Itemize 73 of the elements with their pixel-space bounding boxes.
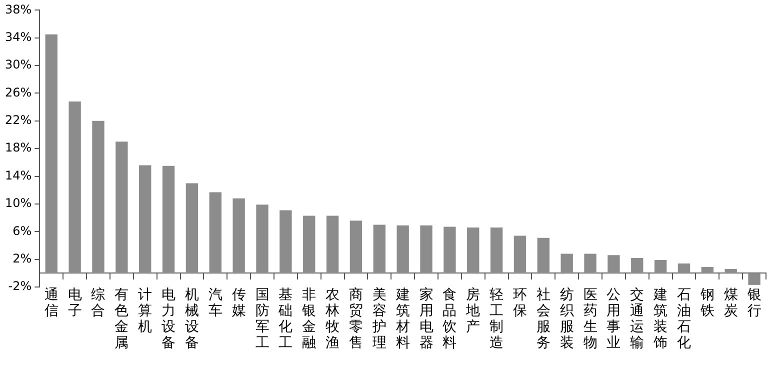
bar — [162, 166, 175, 274]
bar — [608, 255, 620, 274]
x-tick-label: 环保 — [512, 286, 527, 319]
bar — [139, 165, 152, 274]
x-tick-label: 家用电器 — [419, 286, 434, 352]
bar — [45, 34, 58, 274]
x-tick-label: 机械设备 — [184, 286, 199, 352]
x-tick-label: 纺织服装 — [560, 286, 574, 352]
y-tick-label: 18% — [5, 140, 32, 155]
bar — [514, 236, 526, 274]
bar — [280, 210, 292, 274]
x-tick-label: 医药生物 — [583, 286, 598, 352]
bar — [490, 227, 503, 274]
x-tick-label: 国防军工 — [255, 286, 270, 352]
x-tick-label: 电力设备 — [162, 286, 176, 352]
x-tick-label: 计算机 — [138, 286, 152, 336]
bar — [68, 102, 81, 274]
bar — [420, 225, 432, 274]
x-tick-label: 轻工制造 — [490, 286, 504, 352]
bar — [724, 269, 737, 274]
bar — [186, 183, 198, 274]
x-tick-label: 传媒 — [232, 286, 246, 319]
bar — [654, 260, 667, 274]
x-tick-label: 建筑装饰 — [652, 286, 668, 352]
bar — [373, 224, 386, 274]
x-tick-label: 通信 — [44, 286, 58, 319]
x-tick-label: 钢铁 — [699, 286, 714, 319]
bar — [116, 142, 128, 274]
bar — [678, 263, 690, 274]
bar — [748, 273, 760, 285]
x-tick-label: 食品饮料 — [442, 286, 457, 352]
x-tick-label: 社会服务 — [536, 286, 550, 352]
x-tick-label: 房地产 — [465, 286, 480, 336]
bar — [444, 226, 456, 274]
x-tick-label: 有色金属 — [114, 286, 129, 352]
y-tick-label: 10% — [5, 196, 32, 210]
bar — [631, 258, 644, 274]
bar — [537, 238, 550, 274]
x-tick-label: 基础化工 — [278, 286, 293, 352]
x-tick-label: 非银金融 — [301, 286, 316, 352]
x-tick-label: 煤炭 — [724, 286, 738, 319]
bar — [326, 216, 339, 274]
x-tick-label: 综合 — [91, 286, 106, 319]
y-tick-label: 14% — [5, 168, 32, 182]
x-tick-label: 交通运输 — [630, 286, 644, 352]
x-tick-label: 农林牧渔 — [324, 286, 340, 352]
bar — [584, 254, 596, 274]
x-tick-label: 石油石化 — [676, 286, 691, 352]
bar — [209, 192, 222, 274]
y-tick-label: 22% — [5, 113, 32, 128]
bar — [701, 266, 714, 274]
bar — [350, 220, 362, 274]
x-tick-label: 电子 — [68, 286, 82, 319]
bar — [467, 227, 480, 274]
x-tick-label: 公用事业 — [606, 286, 621, 352]
bar — [92, 120, 104, 274]
bar — [256, 204, 268, 274]
y-tick-label: -2% — [8, 279, 32, 294]
bar — [303, 216, 316, 274]
y-tick-label: 26% — [5, 85, 32, 100]
y-tick-label: 34% — [5, 30, 32, 44]
x-tick-label: 建筑材料 — [394, 286, 410, 352]
y-tick-label: 30% — [5, 58, 32, 72]
x-tick-label: 商贸零售 — [348, 286, 363, 352]
x-tick-label: 美容护理 — [371, 286, 386, 352]
bar — [396, 225, 409, 274]
y-tick-label: 38% — [5, 2, 32, 16]
y-tick-label: 6% — [12, 224, 32, 238]
y-tick-label: 2% — [12, 251, 32, 266]
bar — [560, 254, 573, 274]
x-tick-label: 银行 — [746, 286, 762, 319]
x-tick-label: 汽车 — [208, 286, 222, 319]
bar — [232, 198, 245, 274]
